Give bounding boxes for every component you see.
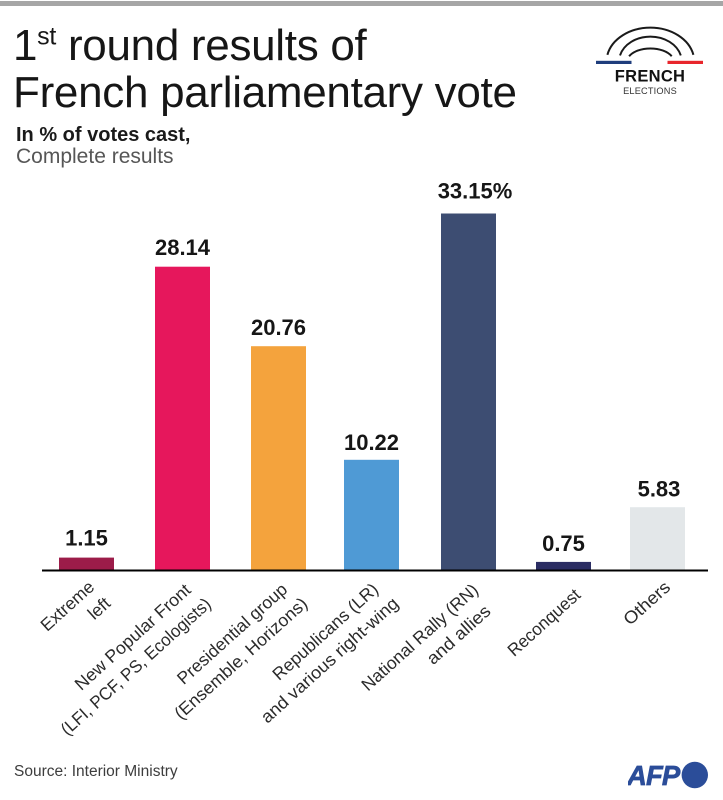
svg-text:AFP: AFP — [628, 760, 681, 791]
svg-text:5.83: 5.83 — [638, 477, 681, 502]
svg-text:28.14: 28.14 — [155, 235, 211, 260]
svg-text:ELECTIONS: ELECTIONS — [623, 86, 677, 96]
svg-text:Others: Others — [619, 577, 674, 630]
svg-text:33.15%: 33.15% — [438, 179, 513, 204]
svg-text:0.75: 0.75 — [542, 531, 585, 556]
svg-text:Reconquest: Reconquest — [503, 584, 584, 660]
svg-text:10.22: 10.22 — [344, 430, 399, 455]
svg-text:20.76: 20.76 — [251, 315, 306, 340]
svg-text:1.15: 1.15 — [65, 526, 108, 551]
svg-text:FRENCH: FRENCH — [615, 68, 686, 86]
